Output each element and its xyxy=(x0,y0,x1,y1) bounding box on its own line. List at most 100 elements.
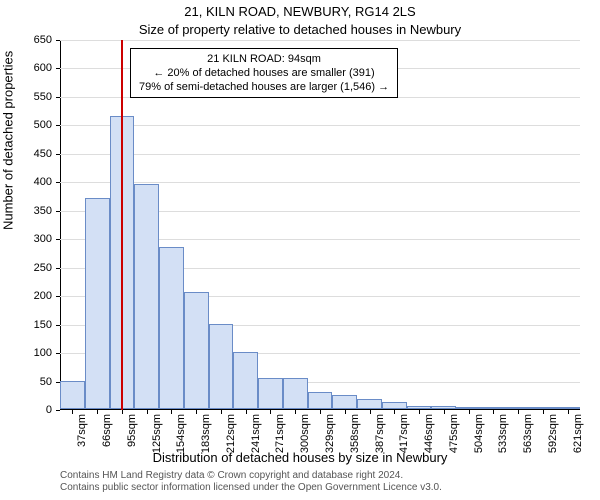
xtick-mark xyxy=(196,410,197,414)
xtick-label: 358sqm xyxy=(349,414,361,453)
ytick-mark xyxy=(56,211,60,212)
ytick-label: 0 xyxy=(12,404,52,416)
xtick-label: 241sqm xyxy=(250,414,262,453)
ytick-label: 200 xyxy=(12,290,52,302)
ytick-label: 50 xyxy=(12,376,52,388)
histogram-bar xyxy=(481,407,506,409)
xtick-label: 533sqm xyxy=(497,414,509,453)
ytick-label: 250 xyxy=(12,262,52,274)
ytick-label: 100 xyxy=(12,347,52,359)
xtick-label: 504sqm xyxy=(473,414,485,453)
footer-line1: Contains HM Land Registry data © Crown c… xyxy=(60,470,442,482)
xtick-label: 446sqm xyxy=(423,414,435,453)
page-title-line1: 21, KILN ROAD, NEWBURY, RG14 2LS xyxy=(0,4,600,19)
ytick-mark xyxy=(56,68,60,69)
xtick-mark xyxy=(543,410,544,414)
xtick-mark xyxy=(97,410,98,414)
gridline-h xyxy=(60,182,580,183)
histogram-bar xyxy=(233,352,258,409)
gridline-h xyxy=(60,154,580,155)
ytick-label: 150 xyxy=(12,319,52,331)
ytick-mark xyxy=(56,410,60,411)
xtick-mark xyxy=(370,410,371,414)
xtick-label: 329sqm xyxy=(324,414,336,453)
annotation-line3: 79% of semi-detached houses are larger (… xyxy=(139,80,389,94)
xtick-mark xyxy=(221,410,222,414)
ytick-label: 450 xyxy=(12,148,52,160)
ytick-label: 400 xyxy=(12,176,52,188)
xtick-mark xyxy=(518,410,519,414)
ytick-label: 550 xyxy=(12,91,52,103)
ytick-mark xyxy=(56,97,60,98)
ytick-label: 350 xyxy=(12,205,52,217)
histogram-bar xyxy=(60,381,85,409)
annotation-line2: ← 20% of detached houses are smaller (39… xyxy=(139,66,389,80)
axis-line-y xyxy=(60,40,61,410)
xtick-label: 154sqm xyxy=(175,414,187,453)
xtick-label: 212sqm xyxy=(225,414,237,453)
ytick-label: 650 xyxy=(12,34,52,46)
xtick-label: 621sqm xyxy=(572,414,584,453)
histogram-bar xyxy=(332,395,357,409)
histogram-bar xyxy=(407,406,432,409)
xtick-label: 417sqm xyxy=(398,414,410,453)
xtick-mark xyxy=(122,410,123,414)
ytick-mark xyxy=(56,40,60,41)
histogram-bar xyxy=(382,402,407,409)
gridline-h xyxy=(60,125,580,126)
xtick-mark xyxy=(295,410,296,414)
histogram-bar xyxy=(456,407,481,409)
xtick-mark xyxy=(320,410,321,414)
ytick-label: 500 xyxy=(12,119,52,131)
xtick-mark xyxy=(147,410,148,414)
xtick-mark xyxy=(171,410,172,414)
histogram-bar xyxy=(134,184,159,409)
ytick-mark xyxy=(56,182,60,183)
xtick-mark xyxy=(469,410,470,414)
xtick-label: 563sqm xyxy=(522,414,534,453)
xtick-mark xyxy=(394,410,395,414)
xtick-mark xyxy=(72,410,73,414)
footer-line2: Contains public sector information licen… xyxy=(60,482,442,494)
ytick-mark xyxy=(56,125,60,126)
chart-area: 37sqm66sqm95sqm125sqm154sqm183sqm212sqm2… xyxy=(60,40,580,410)
ytick-label: 300 xyxy=(12,233,52,245)
ytick-mark xyxy=(56,268,60,269)
ytick-mark xyxy=(56,325,60,326)
xtick-label: 592sqm xyxy=(547,414,559,453)
ytick-mark xyxy=(56,239,60,240)
xtick-label: 95sqm xyxy=(126,414,138,447)
histogram-bar xyxy=(308,392,333,409)
xtick-mark xyxy=(246,410,247,414)
histogram-bar xyxy=(209,324,234,409)
xtick-label: 475sqm xyxy=(448,414,460,453)
xtick-label: 387sqm xyxy=(374,414,386,453)
histogram-bar xyxy=(258,378,283,409)
xtick-label: 300sqm xyxy=(299,414,311,453)
xtick-mark xyxy=(444,410,445,414)
gridline-h xyxy=(60,40,580,41)
xtick-label: 37sqm xyxy=(76,414,88,447)
xtick-label: 183sqm xyxy=(200,414,212,453)
histogram-bar xyxy=(184,292,209,409)
histogram-bar xyxy=(85,198,110,409)
xtick-label: 271sqm xyxy=(274,414,286,453)
histogram-bar xyxy=(431,406,456,409)
histogram-bar xyxy=(283,378,308,409)
ytick-label: 600 xyxy=(12,62,52,74)
footer: Contains HM Land Registry data © Crown c… xyxy=(60,470,442,494)
xtick-mark xyxy=(493,410,494,414)
y-axis-title: Number of detached properties xyxy=(1,51,16,230)
histogram-bar xyxy=(530,407,555,409)
xtick-label: 125sqm xyxy=(151,414,163,453)
ytick-mark xyxy=(56,154,60,155)
histogram-bar xyxy=(506,407,531,409)
x-axis-title: Distribution of detached houses by size … xyxy=(0,450,600,465)
xtick-label: 66sqm xyxy=(101,414,113,447)
marker-line xyxy=(121,40,123,410)
histogram-bar xyxy=(357,399,382,409)
page-title-line2: Size of property relative to detached ho… xyxy=(0,22,600,37)
ytick-mark xyxy=(56,296,60,297)
annotation-line1: 21 KILN ROAD: 94sqm xyxy=(139,52,389,66)
xtick-mark xyxy=(270,410,271,414)
